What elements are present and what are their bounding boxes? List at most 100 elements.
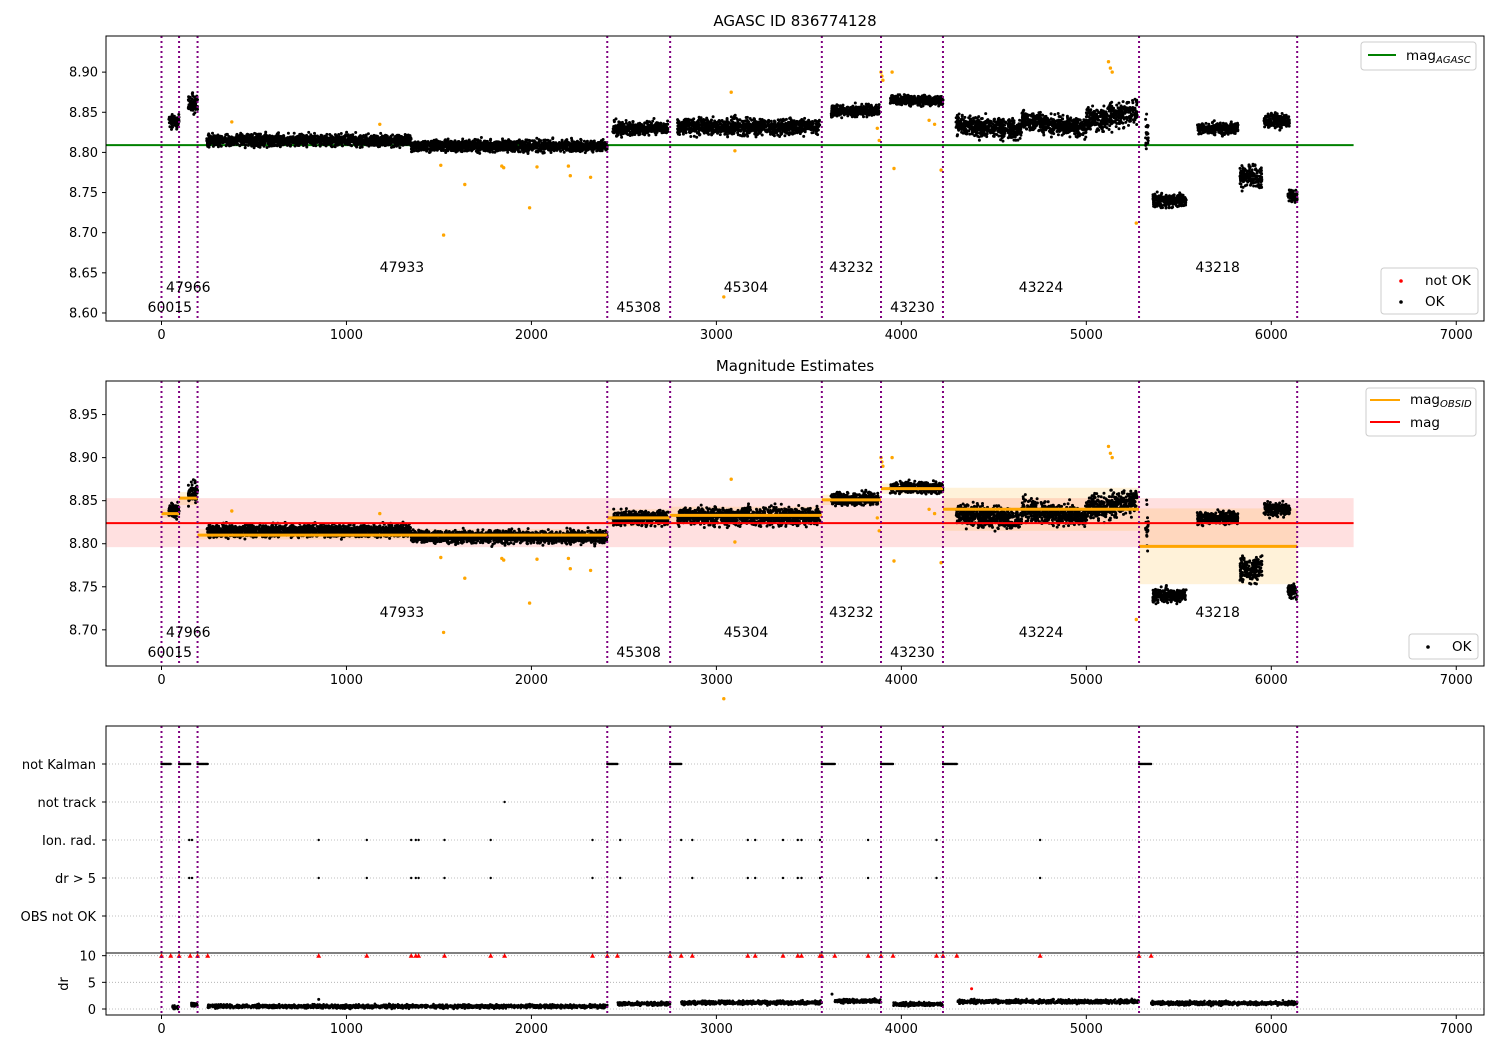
data-point-ok <box>720 124 723 128</box>
data-point-ok <box>405 134 409 137</box>
data-point-ok <box>335 138 339 142</box>
data-point-ok <box>564 140 568 144</box>
data-point-ok <box>599 142 603 145</box>
data-point-ok <box>634 124 638 128</box>
data-point-ok <box>259 132 262 136</box>
data-point-ok <box>681 125 685 128</box>
data-point-ok <box>193 111 197 115</box>
data-point-ok <box>803 116 807 120</box>
data-point-ok <box>458 141 461 145</box>
data-point-ok <box>619 133 623 137</box>
data-point-ok <box>249 137 252 141</box>
data-point-ok <box>716 120 720 124</box>
data-point-ok <box>776 133 780 137</box>
data-point-ok <box>651 124 655 128</box>
data-point-ok <box>629 123 633 127</box>
data-point-ok <box>802 134 806 138</box>
data-point-ok <box>725 127 729 130</box>
data-point-ok <box>175 127 179 131</box>
data-point-ok <box>506 148 510 152</box>
data-point-ok <box>244 143 247 147</box>
data-point-ok <box>809 127 813 131</box>
data-point-ok <box>238 144 242 148</box>
data-point-ok <box>217 135 221 139</box>
data-point-ok <box>322 136 326 140</box>
data-point-ok <box>532 139 536 143</box>
data-point-ok <box>631 129 635 133</box>
data-point-ok <box>681 132 685 136</box>
data-point-ok <box>339 136 343 140</box>
data-point-ok <box>358 134 362 138</box>
data-point-ok <box>243 146 247 150</box>
data-point-ok <box>772 134 776 138</box>
data-point-ok <box>390 140 394 144</box>
data-point-ok <box>211 131 214 135</box>
data-point-ok <box>295 138 299 141</box>
data-point-ok <box>570 146 574 150</box>
data-point-ok <box>463 149 467 153</box>
data-point-ok <box>781 129 785 132</box>
data-point-ok <box>340 143 344 147</box>
data-point-ok <box>704 118 708 122</box>
data-point-ok <box>752 117 756 121</box>
data-point-ok <box>792 121 796 124</box>
data-point-ok <box>417 148 421 152</box>
data-point-ok <box>560 138 564 142</box>
data-point-ok <box>361 141 365 145</box>
data-point-ok <box>635 128 639 132</box>
data-point-ok <box>366 132 370 136</box>
data-point-ok <box>642 126 646 130</box>
data-point-ok <box>811 121 815 125</box>
data-point-ok <box>520 145 524 149</box>
data-point-ok <box>467 148 471 152</box>
data-point-ok <box>363 138 367 141</box>
data-point-ok <box>767 119 771 123</box>
data-point-ok <box>710 128 714 132</box>
data-point-ok <box>689 118 693 122</box>
data-point-ok <box>497 141 501 145</box>
data-point-ok <box>614 127 618 131</box>
data-point-ok <box>207 145 211 149</box>
data-point-ok <box>621 123 624 127</box>
data-point-ok <box>815 127 819 131</box>
data-point-ok <box>455 149 459 153</box>
data-point-ok <box>434 144 438 147</box>
data-point-ok <box>256 136 260 140</box>
data-point-ok <box>709 119 713 123</box>
data-point-ok <box>439 145 443 149</box>
data-point-ok <box>631 123 635 127</box>
data-point-ok <box>695 135 699 139</box>
data-point-ok <box>171 120 175 124</box>
data-point-ok <box>170 114 174 118</box>
data-point-ok <box>720 128 724 132</box>
data-point-ok <box>552 141 556 145</box>
data-point-ok <box>779 131 783 135</box>
data-point-ok <box>765 130 769 134</box>
data-point-ok <box>482 149 486 152</box>
data-point-ok <box>752 124 756 128</box>
data-point-ok <box>250 144 254 148</box>
data-point-ok <box>853 101 857 105</box>
data-point-ok <box>479 141 483 145</box>
data-point-ok <box>264 130 268 134</box>
data-point-ok <box>769 119 773 123</box>
data-point-ok <box>748 117 752 120</box>
data-point-ok <box>432 138 436 142</box>
data-point-ok <box>631 132 635 136</box>
data-point-ok <box>796 127 800 131</box>
data-point-ok <box>174 117 178 121</box>
data-point-ok <box>782 122 786 126</box>
data-point-ok <box>638 132 642 136</box>
data-point-ok <box>783 134 787 138</box>
data-point-ok <box>296 143 300 147</box>
data-point-ok <box>319 138 323 142</box>
data-point-ok <box>588 141 592 145</box>
data-point-ok <box>422 142 426 146</box>
data-point-ok <box>383 133 387 137</box>
data-point-ok <box>329 144 333 148</box>
data-point-ok <box>555 148 559 152</box>
data-point-ok <box>459 149 463 153</box>
data-point-ok <box>487 146 491 150</box>
data-point-ok <box>564 148 568 152</box>
data-point-ok <box>523 140 527 144</box>
